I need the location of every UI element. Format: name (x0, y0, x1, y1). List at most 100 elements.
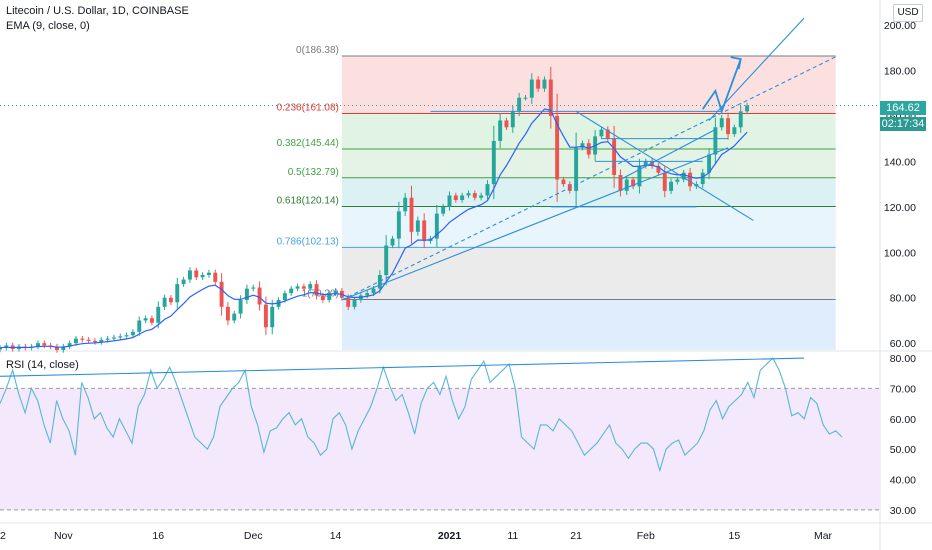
price-tick-label: 60.00 (890, 338, 916, 350)
candle-body (485, 184, 490, 196)
candle-body (118, 336, 123, 338)
candle-body (263, 304, 268, 328)
candle-body (510, 111, 515, 128)
candle-body (289, 288, 294, 294)
rsi-tick-label: 40.00 (890, 475, 916, 487)
candle-body (206, 272, 211, 275)
candle-body (542, 79, 547, 89)
candle-body (219, 281, 224, 307)
candle-body (650, 161, 655, 166)
rsi-band-fill (0, 388, 880, 510)
candle-body (447, 195, 452, 207)
candle-body (55, 346, 59, 350)
candle-body (586, 143, 591, 155)
candle-body (238, 300, 243, 314)
candle-body (688, 172, 693, 187)
candle-body (333, 290, 338, 294)
candle-body (257, 287, 262, 305)
candle-body (162, 297, 167, 307)
date-tick-label: 14 (330, 530, 342, 542)
candle-body (403, 197, 408, 212)
candle-body (738, 111, 743, 128)
date-tick-label: 11 (507, 530, 518, 542)
price-tick-label: 80.00 (890, 293, 916, 305)
chart-title: Litecoin / U.S. Dollar, 1D, COINBASE (6, 5, 189, 17)
candle-body (656, 165, 661, 173)
candle-body (745, 105, 750, 112)
candle-body (156, 306, 161, 323)
fib-zone-0.786 (341, 247, 836, 300)
candle-body (175, 284, 180, 303)
candle-body (200, 275, 205, 278)
rsi-tick-label: 60.00 (890, 414, 916, 426)
candle-body (466, 193, 471, 196)
candle-body (396, 211, 401, 239)
currency-button[interactable]: USD (893, 4, 923, 22)
candle-body (580, 143, 585, 148)
candle-body (168, 297, 173, 303)
rsi-tick-label: 30.00 (890, 505, 916, 517)
candle-body (624, 179, 629, 191)
candle-body (491, 140, 496, 185)
date-tick-label: Dec (244, 530, 263, 542)
candle-body (371, 288, 376, 294)
candle-body (149, 318, 154, 323)
candle-body (536, 79, 541, 89)
candle-body (327, 293, 332, 300)
candle-body (244, 288, 249, 300)
candle-body (732, 127, 737, 135)
rsi-trend-line (0, 357, 805, 377)
candle-body (130, 331, 135, 336)
candle-body (681, 172, 686, 180)
trend-line-dashed (341, 56, 836, 301)
candle-body (700, 172, 705, 185)
trend-line-support (341, 147, 729, 301)
candle-body (548, 79, 553, 116)
fib-zone-0.5 (341, 177, 836, 207)
candle-body (384, 245, 389, 275)
candle-body (320, 295, 325, 300)
candle-body (643, 161, 648, 166)
price-tick-label: 200.00 (884, 20, 916, 32)
fib-zone-0 (341, 55, 836, 114)
candle-body (352, 300, 357, 307)
candle-body (137, 320, 142, 332)
ema-legend[interactable]: EMA (9, close, 0) (6, 20, 90, 32)
date-tick-label: Mar (814, 530, 833, 542)
rising-line (620, 129, 716, 181)
candle-body (631, 179, 636, 187)
candle-body (42, 343, 47, 346)
candle-body (726, 118, 731, 135)
price-tick-label: 140.00 (884, 156, 916, 168)
candle-body (713, 127, 718, 155)
candle-body (36, 343, 40, 347)
candle-body (498, 120, 503, 141)
candle-body (270, 306, 275, 328)
candle-body (61, 346, 66, 350)
candle-body (605, 129, 610, 139)
fib-label-0.786: 0.786(102.13) (277, 236, 339, 247)
fib-label-0.382: 0.382(145.44) (277, 138, 339, 149)
date-tick-label: 2021 (438, 530, 462, 542)
candle-body (80, 338, 85, 340)
forecast-arrow-head (730, 56, 742, 70)
candle-body (434, 213, 439, 239)
candle-body (669, 181, 674, 191)
candle-body (441, 206, 446, 214)
candle-body (504, 120, 509, 128)
rsi-legend[interactable]: RSI (14, close) (6, 359, 79, 371)
date-tick-label: Feb (637, 530, 655, 542)
candle-body (0, 347, 2, 350)
candle-body (181, 279, 186, 285)
candle-body (93, 340, 97, 343)
candle-body (453, 195, 458, 200)
fib-label-0.618: 0.618(120.14) (277, 196, 339, 207)
candle-body (555, 115, 560, 180)
candle-body (295, 286, 300, 289)
candle-body (251, 287, 256, 289)
fib-zone-1 (341, 299, 836, 350)
candle-body (523, 97, 528, 99)
candle-body (143, 318, 148, 321)
candle-body (314, 284, 319, 296)
